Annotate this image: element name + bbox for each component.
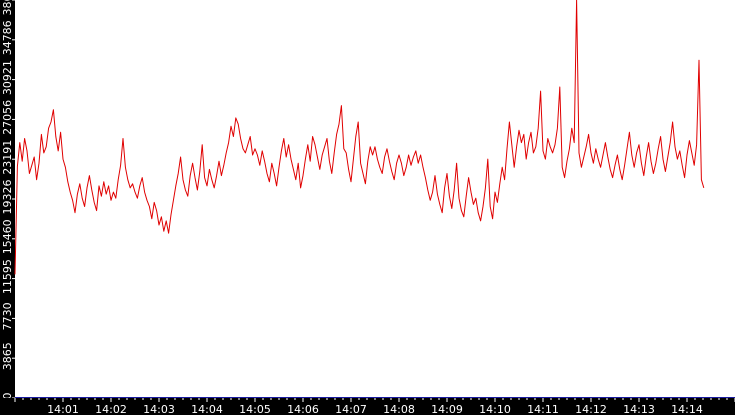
x-tick-label: 14:09 xyxy=(431,403,463,415)
y-axis-band xyxy=(0,0,15,415)
y-tick-label: 7730 xyxy=(1,302,14,330)
x-axis-band xyxy=(0,398,735,415)
x-tick-label: 14:12 xyxy=(575,403,607,415)
y-tick-label: 3865 xyxy=(1,342,14,370)
x-tick-label: 14:14 xyxy=(671,403,703,415)
y-tick-label: 30921 xyxy=(1,60,14,95)
x-tick-label: 14:03 xyxy=(143,403,175,415)
x-tick-label: 14:11 xyxy=(527,403,559,415)
x-tick-label: 14:10 xyxy=(479,403,511,415)
x-axis: 14:01 14:02 14:03 14:04 14:05 14:06 14:07 14:08… xyxy=(0,397,735,415)
x-tick-label: 14:07 xyxy=(335,403,367,415)
x-tick-label: 14:04 xyxy=(191,403,223,415)
y-axis: 0 3865 7730 11595 15460 19326 23191 27056 30921 3… xyxy=(0,0,15,415)
x-tick-label: 14:13 xyxy=(623,403,655,415)
x-tick-label: 14:08 xyxy=(383,403,415,415)
y-tick-label: 34786 xyxy=(1,20,14,55)
series-group xyxy=(14,0,705,275)
y-tick-label: 23191 xyxy=(1,140,14,175)
x-tick-label: 14:02 xyxy=(95,403,127,415)
y-tick-label: 0 xyxy=(1,393,14,400)
x-tick-label: 14:05 xyxy=(239,403,271,415)
y-tick-label: 11595 xyxy=(1,259,14,294)
y-tick-label: 27056 xyxy=(1,100,14,135)
x-tick-label: 14:01 xyxy=(47,403,79,415)
y-tick-label: 38652 xyxy=(1,0,14,16)
y-tick-label: 19326 xyxy=(1,180,14,215)
y-tick-label: 15460 xyxy=(1,219,14,254)
x-tick-label: 14:06 xyxy=(287,403,319,415)
series-line-0 xyxy=(14,0,705,275)
